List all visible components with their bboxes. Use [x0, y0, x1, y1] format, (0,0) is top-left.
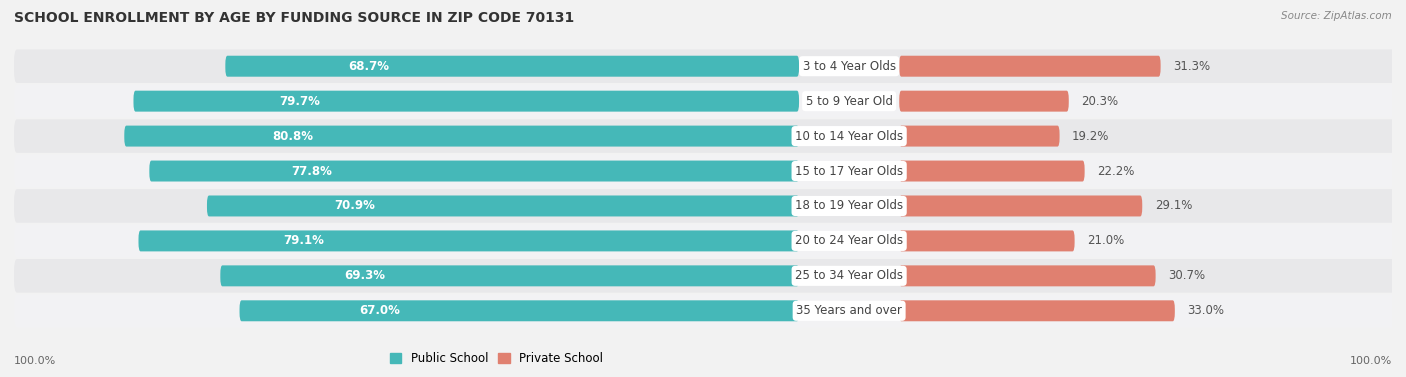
Text: 31.3%: 31.3%: [1173, 60, 1211, 73]
FancyBboxPatch shape: [900, 300, 1175, 321]
Text: 69.3%: 69.3%: [344, 269, 385, 282]
FancyBboxPatch shape: [221, 265, 799, 287]
FancyBboxPatch shape: [124, 126, 799, 147]
Text: 79.7%: 79.7%: [280, 95, 321, 108]
FancyBboxPatch shape: [14, 189, 1406, 223]
Text: 18 to 19 Year Olds: 18 to 19 Year Olds: [794, 199, 903, 213]
Text: 30.7%: 30.7%: [1168, 269, 1205, 282]
Text: 15 to 17 Year Olds: 15 to 17 Year Olds: [794, 164, 903, 178]
FancyBboxPatch shape: [14, 84, 1406, 118]
Text: 5 to 9 Year Old: 5 to 9 Year Old: [806, 95, 893, 108]
Text: 10 to 14 Year Olds: 10 to 14 Year Olds: [794, 130, 903, 143]
FancyBboxPatch shape: [134, 90, 799, 112]
FancyBboxPatch shape: [138, 230, 799, 251]
Text: 29.1%: 29.1%: [1154, 199, 1192, 213]
Text: Source: ZipAtlas.com: Source: ZipAtlas.com: [1281, 11, 1392, 21]
Legend: Public School, Private School: Public School, Private School: [387, 349, 606, 369]
Text: 20 to 24 Year Olds: 20 to 24 Year Olds: [794, 234, 903, 247]
FancyBboxPatch shape: [14, 224, 1406, 258]
FancyBboxPatch shape: [14, 294, 1406, 328]
FancyBboxPatch shape: [900, 265, 1156, 287]
FancyBboxPatch shape: [900, 90, 1069, 112]
FancyBboxPatch shape: [149, 161, 799, 181]
Text: 19.2%: 19.2%: [1073, 130, 1109, 143]
FancyBboxPatch shape: [14, 154, 1406, 188]
Text: 33.0%: 33.0%: [1187, 304, 1225, 317]
Text: 79.1%: 79.1%: [283, 234, 323, 247]
Text: 100.0%: 100.0%: [1350, 356, 1392, 366]
Text: SCHOOL ENROLLMENT BY AGE BY FUNDING SOURCE IN ZIP CODE 70131: SCHOOL ENROLLMENT BY AGE BY FUNDING SOUR…: [14, 11, 574, 25]
FancyBboxPatch shape: [900, 196, 1142, 216]
Text: 70.9%: 70.9%: [335, 199, 375, 213]
FancyBboxPatch shape: [900, 230, 1074, 251]
FancyBboxPatch shape: [14, 49, 1406, 83]
Text: 22.2%: 22.2%: [1097, 164, 1135, 178]
Text: 3 to 4 Year Olds: 3 to 4 Year Olds: [803, 60, 896, 73]
Text: 67.0%: 67.0%: [359, 304, 399, 317]
FancyBboxPatch shape: [225, 56, 799, 77]
FancyBboxPatch shape: [207, 196, 799, 216]
FancyBboxPatch shape: [900, 161, 1084, 181]
FancyBboxPatch shape: [14, 119, 1406, 153]
Text: 25 to 34 Year Olds: 25 to 34 Year Olds: [796, 269, 903, 282]
FancyBboxPatch shape: [14, 259, 1406, 293]
Text: 80.8%: 80.8%: [273, 130, 314, 143]
Text: 77.8%: 77.8%: [291, 164, 332, 178]
FancyBboxPatch shape: [900, 126, 1060, 147]
FancyBboxPatch shape: [900, 56, 1160, 77]
Text: 100.0%: 100.0%: [14, 356, 56, 366]
Text: 20.3%: 20.3%: [1081, 95, 1118, 108]
Text: 21.0%: 21.0%: [1087, 234, 1125, 247]
Text: 35 Years and over: 35 Years and over: [796, 304, 903, 317]
Text: 68.7%: 68.7%: [349, 60, 389, 73]
FancyBboxPatch shape: [239, 300, 799, 321]
